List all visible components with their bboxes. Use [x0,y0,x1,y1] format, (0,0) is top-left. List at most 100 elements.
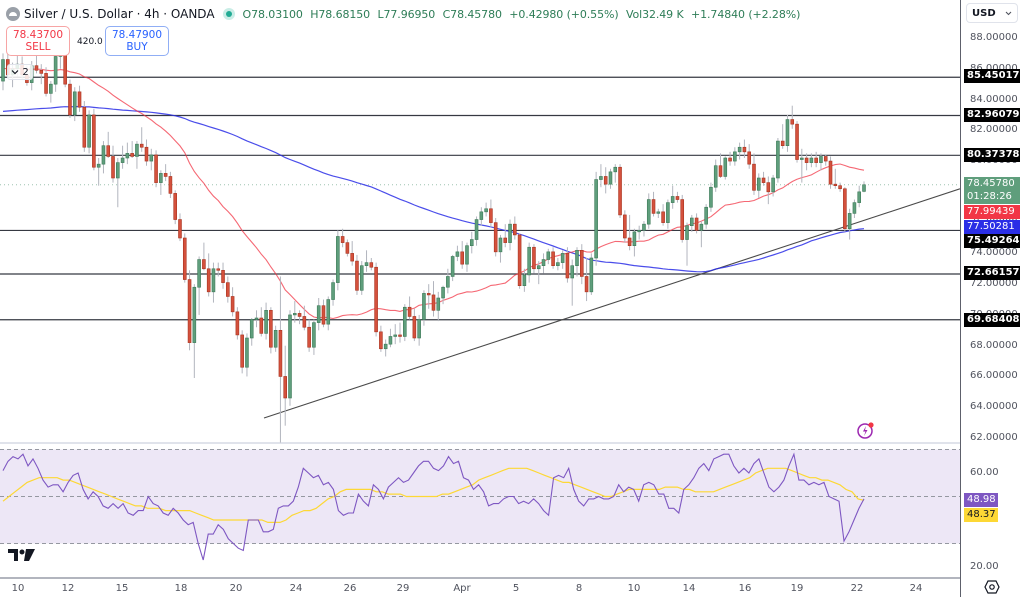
bullish-candle [383,343,388,350]
bullish-candle [541,259,546,266]
bullish-candle [536,265,541,270]
bullish-candle [699,223,704,231]
bearish-candle [173,193,177,220]
bullish-candle [197,259,201,288]
bearish-candle [823,156,828,162]
bearish-candle [230,296,235,313]
bearish-candle [551,251,555,266]
bullish-candle [159,173,163,183]
lightning-alert-icon[interactable] [856,420,876,440]
bearish-candle [407,306,412,317]
bullish-candle [72,91,77,116]
bullish-candle [388,336,393,345]
time-axis[interactable]: 10 12 15 18 20 24 26 29 Apr 5 8 10 14 16 19 22 24 [0,577,960,597]
price-tick: 88.00000 [970,32,1018,43]
buy-button[interactable]: 78.47900 BUY [105,26,169,56]
bullish-candle [364,262,369,266]
bullish-candle [522,274,527,286]
bullish-candle [709,186,713,208]
bullish-candle [326,299,331,325]
bearish-candle [742,146,747,153]
bearish-candle [661,211,665,223]
bearish-candle [675,196,680,200]
bullish-candle [101,145,106,165]
bullish-candle [546,251,551,260]
level-tag-75: 75.49264 [964,234,1020,248]
bullish-candle [498,237,503,253]
spread-value: 420.0 [77,37,103,47]
bullish-candle [785,119,790,146]
currency-selector[interactable]: USD [966,3,1018,23]
time-tick: 18 [174,583,188,594]
bullish-candle [771,177,775,193]
bullish-candle [211,268,216,293]
bearish-candle [694,217,699,231]
bearish-candle [565,253,570,279]
bearish-candle [379,331,383,350]
bearish-candle [355,260,359,291]
bearish-candle [163,173,168,177]
bearish-candle [426,293,431,296]
bearish-candle [240,334,244,368]
bearish-candle [68,83,72,116]
bullish-candle [527,246,531,276]
bearish-candle [369,262,374,268]
bearish-candle [111,156,115,179]
bullish-candle [422,293,426,320]
bullish-candle [575,250,579,266]
bullish-candle [852,202,857,214]
bullish-candle [809,157,814,163]
bearish-candle [814,157,818,163]
bearish-candle [206,268,211,293]
open-value: O78.03100 [242,7,303,21]
chart-canvas[interactable] [0,0,960,577]
bullish-candle [455,251,460,257]
bullish-candle [594,179,598,259]
time-tick: 19 [790,583,804,594]
bearish-candle [761,177,766,183]
bearish-candle [513,223,517,236]
rsi-line [2,452,865,561]
volume-value: Vol32.49 K [625,7,684,21]
bullish-candle [608,171,613,185]
time-tick: 10 [11,583,25,594]
bearish-candle [833,183,838,186]
price-tick: 68.00000 [970,339,1018,351]
bearish-candle [39,70,44,74]
bearish-candle [728,157,732,162]
symbol-title[interactable]: Silver / U.S. Dollar · 4h · OANDA [24,7,215,21]
indicators-collapse-button[interactable]: 2 [7,64,33,80]
bearish-candle [259,317,264,334]
bearish-candle [374,266,378,333]
bullish-candle [556,262,560,266]
bearish-candle [168,176,173,194]
bearish-candle [82,106,87,148]
bearish-candle [307,326,311,348]
bearish-candle [139,143,144,148]
low-value: L77.96950 [377,7,436,21]
currency-label: USD [972,7,996,19]
bearish-candle [460,251,464,265]
bearish-candle [345,242,350,254]
time-tick: 22 [850,583,864,594]
bearish-candle [828,160,833,185]
bullish-candle [316,305,321,323]
buy-label: BUY [126,41,148,53]
bullish-candle [417,319,421,339]
settings-icon[interactable] [984,580,1000,594]
bullish-candle [450,256,455,277]
bullish-candle [1,59,5,82]
bearish-candle [843,188,847,230]
bullish-candle [484,208,488,213]
time-tick: 10 [627,583,641,594]
bearish-candle [235,311,240,336]
time-tick: 26 [343,583,357,594]
bearish-candle [618,166,622,216]
bullish-candle [312,322,316,348]
sell-button[interactable]: 78.43700 SELL [6,26,70,56]
bearish-candle [838,185,842,190]
bearish-candle [752,163,756,191]
bullish-candle [819,156,823,163]
change-value: +0.42980 (+0.55%) [509,7,619,21]
